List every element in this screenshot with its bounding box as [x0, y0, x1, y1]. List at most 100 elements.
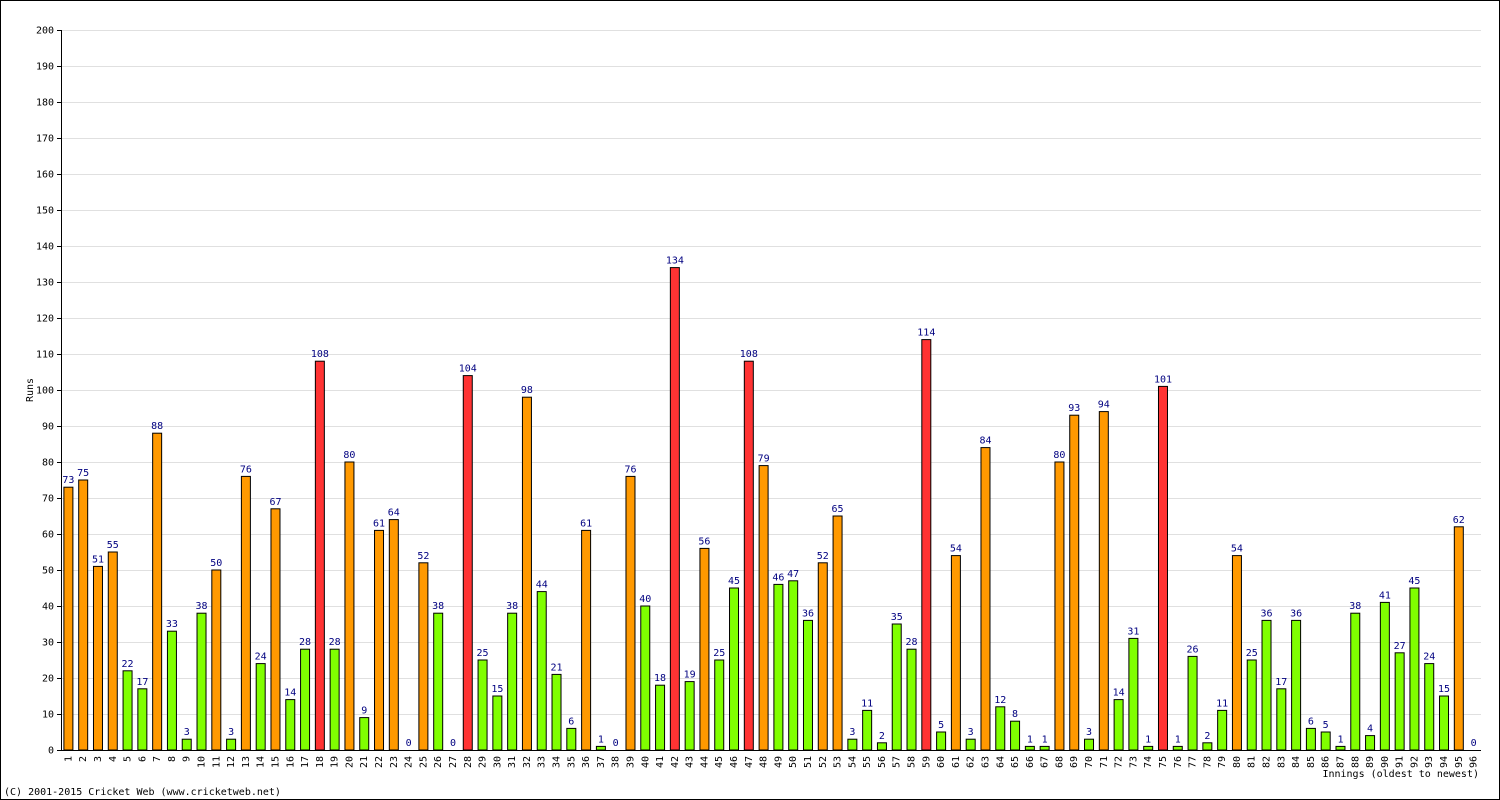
data-label: 108 — [740, 349, 758, 360]
data-label: 22 — [122, 659, 134, 670]
y-tick-label: 120 — [36, 314, 54, 325]
x-tick-label: 41 — [655, 756, 666, 768]
data-label: 8 — [1012, 709, 1018, 720]
x-tick-label: 5 — [123, 756, 134, 762]
bar — [1054, 461, 1065, 751]
x-tick-label: 40 — [640, 756, 651, 768]
x-tick-label: 17 — [300, 756, 311, 768]
bar — [581, 529, 592, 751]
bar — [640, 605, 651, 751]
x-tick-label: 68 — [1054, 756, 1065, 768]
data-label: 114 — [917, 328, 935, 339]
y-tick-label: 160 — [36, 170, 54, 181]
x-tick-label: 54 — [847, 756, 858, 768]
bar — [1128, 637, 1139, 751]
data-label: 28 — [905, 637, 917, 648]
y-tick-label: 90 — [42, 422, 54, 433]
data-label: 3 — [228, 727, 234, 738]
x-tick-label: 73 — [1128, 756, 1139, 768]
bar — [714, 659, 725, 751]
data-label: 40 — [639, 594, 651, 605]
bar — [92, 565, 103, 751]
x-tick-label: 28 — [463, 756, 474, 768]
data-label: 0 — [1471, 738, 1477, 749]
data-label: 25 — [477, 648, 489, 659]
bar — [817, 562, 828, 751]
data-label: 12 — [994, 695, 1006, 706]
data-label: 50 — [210, 558, 222, 569]
bar — [374, 529, 385, 751]
y-tick-label: 50 — [42, 566, 54, 577]
x-tick-label: 57 — [892, 756, 903, 768]
x-tick-label: 43 — [685, 756, 696, 768]
x-tick-label: 14 — [256, 756, 267, 768]
data-label: 35 — [891, 612, 903, 623]
x-tick-label: 33 — [537, 756, 548, 768]
y-tick-label: 180 — [36, 98, 54, 109]
bar — [1187, 655, 1198, 751]
bar — [773, 583, 784, 751]
bar — [1365, 735, 1376, 751]
bar — [1320, 731, 1331, 751]
bar — [1246, 659, 1257, 751]
data-label: 3 — [184, 727, 190, 738]
data-label: 93 — [1068, 403, 1080, 414]
y-tick-label: 200 — [36, 26, 54, 37]
y-tick-label: 170 — [36, 134, 54, 145]
bar — [743, 360, 754, 751]
data-label: 33 — [166, 619, 178, 630]
bar — [847, 738, 858, 751]
x-tick-label: 81 — [1247, 756, 1258, 768]
y-tick-label: 100 — [36, 386, 54, 397]
bar — [344, 461, 355, 751]
data-label: 21 — [550, 662, 562, 673]
bar — [551, 673, 562, 751]
bar — [1261, 619, 1272, 751]
data-label: 19 — [684, 670, 696, 681]
x-tick-label: 87 — [1335, 756, 1346, 768]
x-tick-label: 60 — [936, 756, 947, 768]
y-tick-label: 30 — [42, 638, 54, 649]
x-tick-label: 23 — [389, 756, 400, 768]
data-label: 88 — [151, 421, 163, 432]
x-tick-label: 72 — [1114, 756, 1125, 768]
data-label: 61 — [373, 518, 385, 529]
data-label: 15 — [1438, 684, 1450, 695]
bar — [507, 612, 518, 751]
data-label: 2 — [1204, 731, 1210, 742]
bar — [1039, 745, 1050, 751]
x-tick-label: 39 — [625, 756, 636, 768]
bar — [1084, 738, 1095, 751]
data-label: 44 — [536, 580, 548, 591]
data-label: 52 — [817, 551, 829, 562]
data-label: 54 — [1231, 544, 1243, 555]
x-tick-label: 92 — [1409, 756, 1420, 768]
bar — [891, 623, 902, 751]
x-axis-title: Innings (oldest to newest) — [1322, 769, 1479, 780]
x-tick-label: 9 — [182, 756, 193, 762]
x-tick-label: 2 — [78, 756, 89, 762]
bar — [359, 717, 370, 751]
bar — [1394, 652, 1405, 751]
x-tick-label: 83 — [1276, 756, 1287, 768]
data-label: 101 — [1154, 374, 1172, 385]
x-tick-label: 94 — [1439, 756, 1450, 768]
x-tick-label: 35 — [566, 756, 577, 768]
bar — [758, 465, 769, 751]
data-label: 15 — [491, 684, 503, 695]
y-tick-label: 80 — [42, 458, 54, 469]
bar — [388, 519, 399, 751]
x-tick-label: 86 — [1321, 756, 1332, 768]
bar — [107, 551, 118, 751]
x-tick-label: 25 — [418, 756, 429, 768]
bar — [122, 670, 133, 751]
data-label: 1 — [1175, 734, 1181, 745]
data-label: 28 — [299, 637, 311, 648]
x-tick-label: 38 — [611, 756, 622, 768]
x-tick-label: 69 — [1069, 756, 1080, 768]
data-label: 75 — [77, 468, 89, 479]
x-tick-label: 6 — [137, 756, 148, 762]
bar — [936, 731, 947, 751]
data-label: 80 — [1053, 450, 1065, 461]
